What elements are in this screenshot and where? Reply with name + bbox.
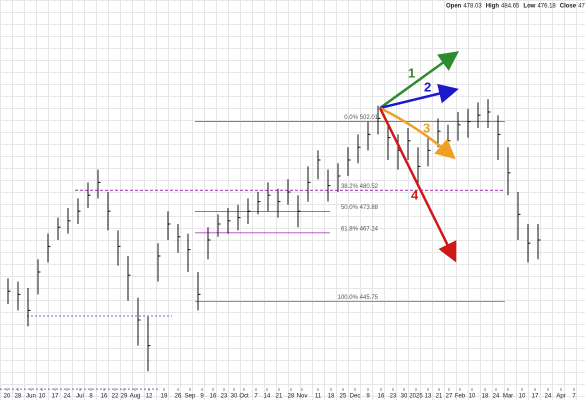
x-tick-label: 30 (401, 394, 408, 400)
x-tick-label: 11 (315, 394, 322, 400)
header-value: 476.18 (537, 4, 556, 10)
x-tick-label: 24 (493, 394, 500, 400)
header-label: Open (446, 4, 462, 10)
x-tick-label: 16 (378, 394, 385, 400)
fib-label: 61.8% 467.24 (341, 226, 379, 232)
arrows: 1 2 3 4 (378, 51, 460, 263)
x-tick-label: Sep (185, 394, 196, 400)
x-tick-label: 19 (161, 394, 168, 400)
x-tick-label: Oct (239, 394, 249, 400)
x-tick-label: 10 (469, 394, 476, 400)
header-value: 478.03 (463, 4, 482, 10)
x-tick-label: Dec (350, 394, 361, 400)
header-value: 484.65 (501, 4, 520, 10)
x-tick-label: 10 (519, 394, 526, 400)
x-tick-label: 10 (39, 394, 46, 400)
x-tick-label: 16 (101, 394, 108, 400)
x-tick-label: Mar (503, 394, 513, 400)
x-tick-label: 9 (366, 394, 370, 400)
x-axis: 20 28 Jun 10 17 24 Jul 8 16 22 29 Aug 12 19 26 Sep 9 16 23… (4, 388, 576, 400)
annotation: 1 (408, 65, 415, 80)
arrow (379, 83, 459, 110)
arrow (378, 107, 457, 263)
x-tick-label: 14 (264, 394, 271, 400)
x-tick-label: 28 (15, 394, 22, 400)
header-label: Low (523, 4, 535, 10)
x-tick-label: 23 (221, 394, 228, 400)
arrow (379, 106, 456, 160)
x-tick-label: 21 (436, 394, 443, 400)
fib-label: 38.2% 480.52 (341, 184, 379, 190)
x-tick-label: 9 (200, 394, 204, 400)
x-tick-label: Aug (130, 394, 141, 400)
x-tick-label: 24 (64, 394, 71, 400)
x-tick-label: Jul (76, 394, 84, 400)
header-label: Close (560, 4, 577, 10)
x-tick-label: 7 (254, 394, 258, 400)
x-tick-label: 7 (572, 394, 576, 400)
annotation: 2 (424, 79, 431, 94)
x-tick-label: 17 (52, 394, 59, 400)
fib-label: 50.0% 473.88 (341, 205, 379, 211)
x-tick-label: 26 (175, 394, 182, 400)
annotation: 3 (423, 120, 430, 135)
x-tick-label: 23 (390, 394, 397, 400)
arrow (379, 51, 460, 110)
x-tick-label: Apr (556, 394, 565, 400)
x-tick-label: 17 (532, 394, 539, 400)
x-tick-label: 2025 (409, 394, 423, 400)
header-value: 479.26 (578, 4, 585, 10)
x-tick-label: 20 (4, 394, 11, 400)
annotation: 4 (411, 187, 419, 202)
fib-label: 0.0% 502.01 (344, 115, 378, 121)
x-tick-label: 16 (210, 394, 217, 400)
x-tick-label: 29 (121, 394, 128, 400)
x-tick-label: Nov (297, 394, 308, 400)
x-tick-label: 13 (425, 394, 432, 400)
x-tick-label: 30 (231, 394, 238, 400)
x-tick-label: 24 (545, 394, 552, 400)
x-tick-label: Feb (455, 394, 466, 400)
x-tick-label: 21 (276, 394, 283, 400)
x-tick-label: 25 (340, 394, 347, 400)
x-tick-label: 8 (89, 394, 93, 400)
x-tick-label: 22 (112, 394, 119, 400)
x-tick-label: 18 (482, 394, 489, 400)
x-tick-label: Jun (26, 394, 36, 400)
bars (7, 99, 541, 372)
fib-levels: 0.0% 502.01 38.2% 480.52 50.0% 473.88 61.8%… (0, 115, 505, 390)
x-tick-label: 27 (446, 394, 453, 400)
x-tick-label: 28 (288, 394, 295, 400)
x-tick-label: 12 (146, 394, 153, 400)
fib-label: 100.0% 445.75 (338, 295, 379, 301)
header-label: High (486, 4, 500, 10)
x-tick-label: 18 (328, 394, 335, 400)
